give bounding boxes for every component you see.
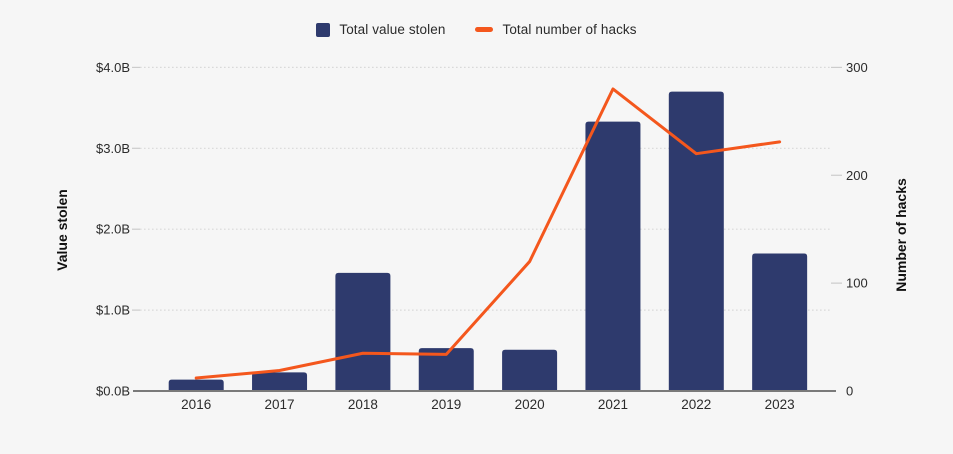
x-axis-label-2022: 2022: [681, 397, 711, 412]
legend-label: Total number of hacks: [502, 22, 637, 37]
bar-2019: [418, 348, 474, 391]
left-axis-tick-label: $0.0B: [96, 384, 130, 399]
legend-item-total-number-of-hacks: Total number of hacks: [475, 22, 637, 37]
bar-swatch-icon: [316, 22, 331, 37]
x-axis-label-2020: 2020: [515, 397, 545, 412]
x-axis-label-2023: 2023: [765, 397, 795, 412]
x-axis-label-2019: 2019: [431, 397, 461, 412]
x-axis-label-2018: 2018: [348, 397, 378, 412]
left-axis-tick-label: $3.0B: [96, 141, 130, 156]
hacks-line: [194, 87, 782, 380]
legend-item-total-value-stolen: Total value stolen: [316, 22, 445, 37]
bar-2020: [502, 349, 558, 391]
bar-2022: [668, 91, 724, 392]
bar-2017: [252, 372, 308, 391]
left-axis-tick-label: $4.0B: [96, 60, 130, 75]
x-axis-label-2021: 2021: [598, 397, 628, 412]
legend: Total value stolen Total number of hacks: [0, 22, 953, 37]
right-axis-tick-label: 100: [846, 276, 868, 291]
bar-2016: [168, 379, 224, 391]
line-swatch-icon: [475, 27, 494, 32]
bar-2021: [585, 121, 641, 391]
x-axis-label-2017: 2017: [265, 397, 295, 412]
right-axis-tick-label: 200: [846, 168, 868, 183]
legend-label: Total value stolen: [339, 22, 446, 37]
right-axis-tick-label: 0: [846, 384, 853, 399]
left-axis-tick-label: $1.0B: [96, 303, 130, 318]
bar-2023: [752, 253, 808, 391]
x-axis-label-2016: 2016: [181, 397, 211, 412]
bar-2018: [335, 272, 391, 391]
right-axis-tick-label: 300: [846, 60, 868, 75]
left-axis-tick-label: $2.0B: [96, 222, 130, 237]
